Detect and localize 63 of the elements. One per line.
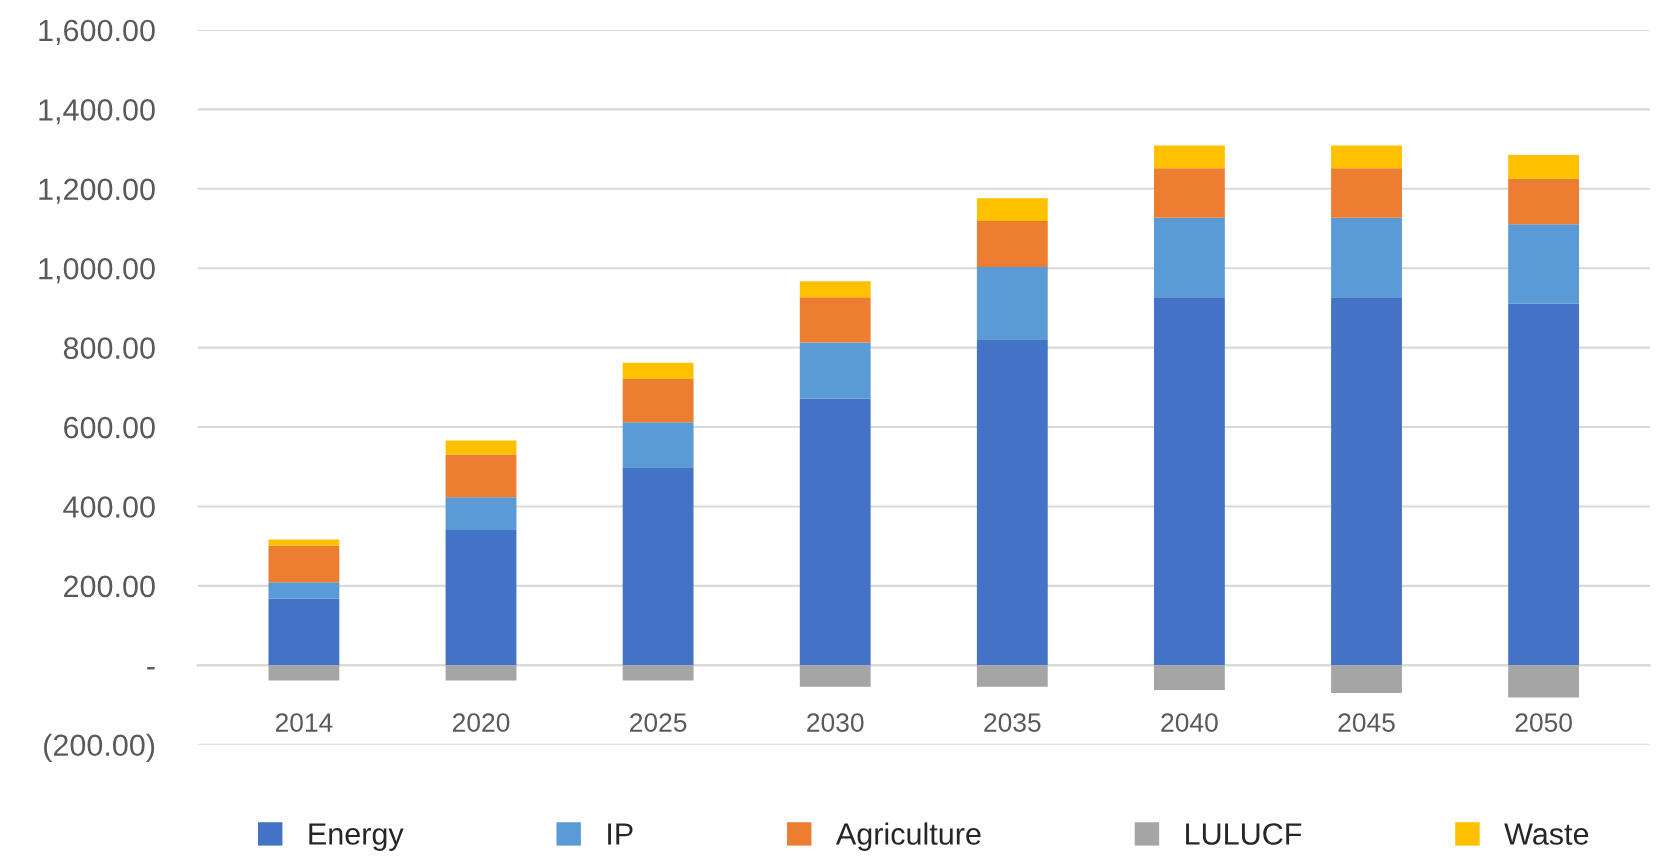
x-tick-label: 2035: [984, 713, 1041, 732]
bar: [1331, 168, 1402, 218]
bar: [1331, 217, 1402, 298]
bar: [445, 440, 517, 455]
bar: [976, 665, 1048, 687]
bar: [1153, 665, 1225, 690]
x-tick-label: 2050: [1515, 713, 1572, 732]
bar: [268, 598, 340, 666]
bar: [1508, 303, 1580, 666]
bar: [1508, 224, 1580, 304]
bar: [1508, 665, 1580, 698]
bar: [622, 467, 694, 666]
y-tick-label: 1,400.00: [39, 99, 155, 125]
x-tick-label: 2030: [807, 713, 864, 732]
bar: [1331, 297, 1402, 666]
y-tick-label: 600.00: [64, 416, 155, 439]
y-tick-label: 400.00: [63, 496, 155, 518]
bar: [976, 198, 1048, 221]
bar: [799, 281, 871, 298]
bar: [799, 342, 871, 399]
bar: [445, 454, 517, 498]
bar: [976, 220, 1048, 268]
bar: [622, 379, 694, 423]
bar: [268, 665, 340, 681]
bar: [445, 529, 517, 666]
x-tick-label: 2040: [1161, 713, 1218, 732]
bar: [1153, 217, 1225, 298]
bar: [799, 297, 871, 343]
y-tick-label: 1,000.00: [39, 257, 155, 284]
bar: [976, 267, 1048, 340]
bar: [622, 362, 694, 379]
x-tick-label: 2020: [452, 713, 510, 732]
bar: [268, 539, 340, 546]
legend-label: LULUCF: [1186, 823, 1302, 845]
bar: [622, 665, 694, 681]
bar: [1153, 145, 1225, 169]
bar: [799, 398, 871, 666]
legend-label: Energy: [309, 823, 404, 851]
bar: [799, 665, 871, 687]
bar: [268, 582, 340, 599]
bar: [1153, 297, 1225, 666]
x-tick-label: 2014: [275, 713, 333, 732]
y-tick-label: 1,200.00: [39, 178, 155, 204]
bar: [1508, 178, 1580, 225]
legend-label: IP: [608, 823, 633, 845]
y-tick-label: 1,600.00: [39, 19, 155, 45]
legend-label: Waste: [1504, 823, 1589, 845]
bar: [268, 545, 340, 583]
bar: [622, 422, 694, 468]
x-tick-label: 2025: [630, 713, 687, 732]
legend-label: Agriculture: [835, 822, 981, 851]
bar: [976, 339, 1048, 666]
bar: [1331, 665, 1402, 694]
y-tick-label: (200.00): [44, 733, 155, 763]
bar: [1331, 145, 1402, 169]
y-tick-label: 200.00: [64, 575, 155, 598]
bar: [445, 665, 517, 681]
bar: [1153, 168, 1225, 218]
y-tick-label: 800.00: [63, 337, 155, 359]
x-tick-label: 2045: [1338, 713, 1395, 732]
y-tick-label: -: [147, 667, 155, 670]
bar: [1508, 155, 1580, 179]
bar: [445, 497, 517, 530]
